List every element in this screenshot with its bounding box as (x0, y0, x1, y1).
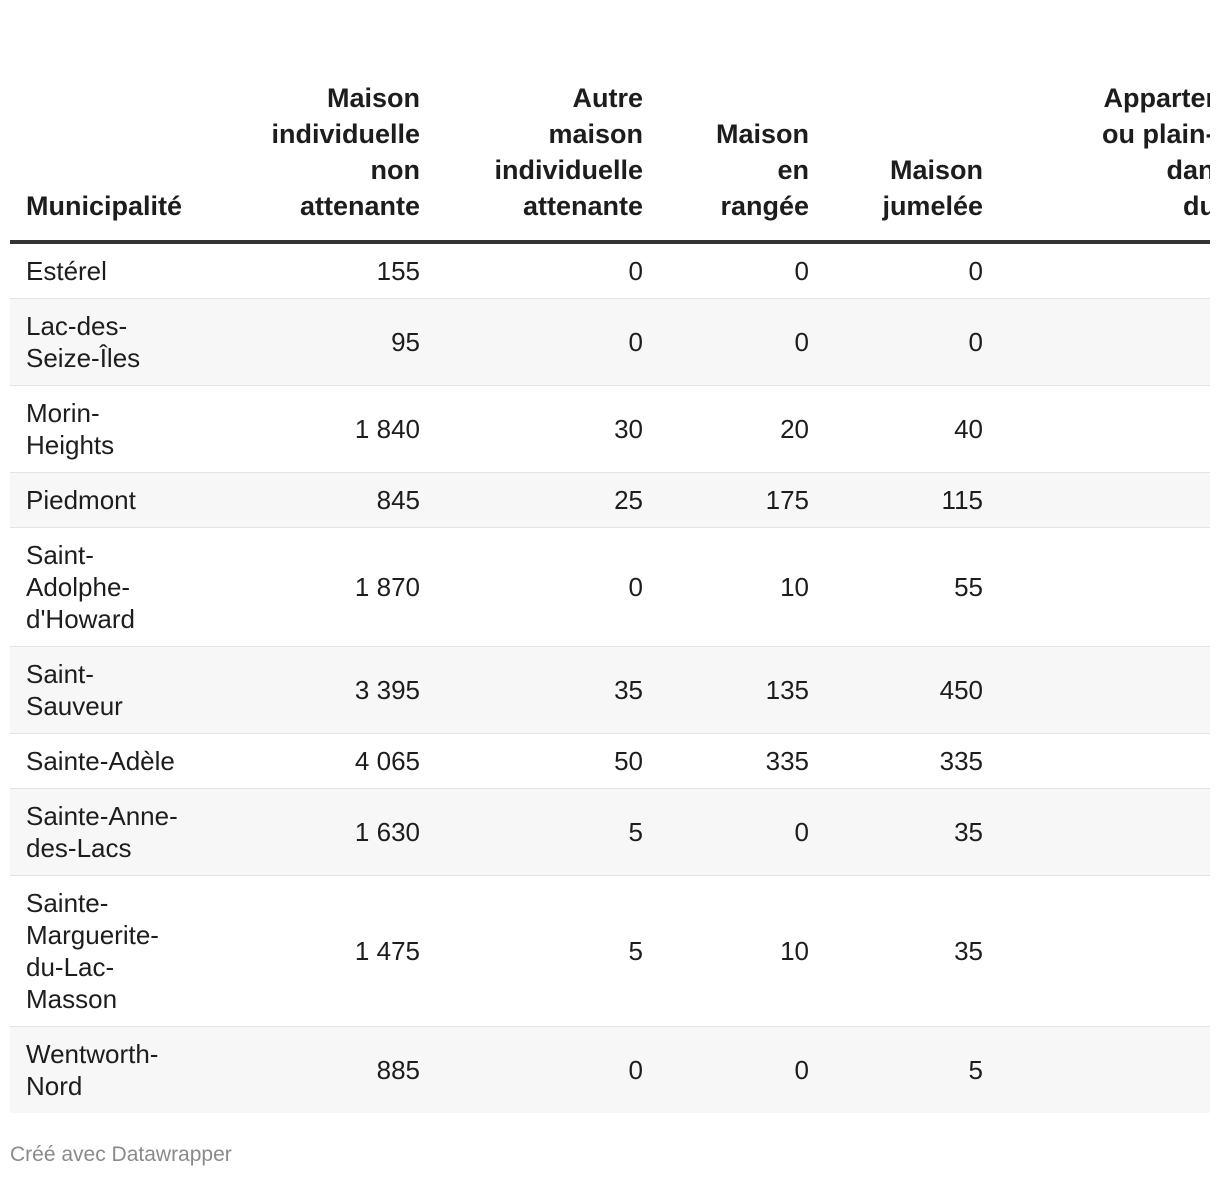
cell-value: 25 (420, 472, 643, 528)
cell-value: 1 870 (242, 527, 420, 647)
cell-value: 3 395 (242, 646, 420, 734)
cell-value: 5 (420, 788, 643, 876)
cell-municipality: Sainte-Anne- des-Lacs (10, 788, 242, 876)
cell-value: 175 (643, 472, 809, 528)
cell-value: 780 (983, 733, 1210, 789)
cell-value: 0 (643, 1026, 809, 1113)
cell-value: 35 (809, 788, 983, 876)
cell-value: 450 (809, 646, 983, 734)
cell-value (983, 1026, 1210, 1113)
table-row: Wentworth- Nord 885 0 0 5 (10, 1026, 1210, 1113)
cell-value: 35 (983, 527, 1210, 647)
cell-value: 0 (643, 298, 809, 386)
cell-value: 20 (643, 385, 809, 473)
column-header-row-house[interactable]: Maison en rangée (643, 80, 809, 244)
column-header-duplex-apartment[interactable]: Appartement ou plain-pied dans un duplex (983, 80, 1210, 244)
table-row: Sainte- Marguerite- du-Lac- Masson 1 475… (10, 875, 1210, 1027)
cell-value (983, 242, 1210, 299)
cell-value: 335 (643, 733, 809, 789)
cell-value: 10 (643, 875, 809, 1027)
cell-value: 0 (809, 298, 983, 386)
data-table-container: Municipalité Maison individuelle non att… (10, 80, 1210, 1113)
cell-value: 35 (809, 875, 983, 1027)
cell-value: 150 (983, 385, 1210, 473)
cell-value: 0 (643, 242, 809, 299)
cell-value: 95 (242, 298, 420, 386)
table-row: Sainte-Adèle 4 065 50 335 335 780 (10, 733, 1210, 789)
cell-value: 30 (420, 385, 643, 473)
cell-municipality: Sainte- Marguerite- du-Lac- Masson (10, 875, 242, 1027)
cell-municipality: Wentworth- Nord (10, 1026, 242, 1113)
cell-municipality: Saint- Adolphe- d'Howard (10, 527, 242, 647)
table-row: Estérel 155 0 0 0 (10, 242, 1210, 299)
cell-value: 0 (420, 1026, 643, 1113)
cell-value: 1 630 (242, 788, 420, 876)
cell-value: 4 065 (242, 733, 420, 789)
datawrapper-credit[interactable]: Créé avec Datawrapper (10, 1143, 232, 1166)
cell-municipality: Sainte-Adèle (10, 733, 242, 789)
cell-value: 115 (809, 472, 983, 528)
table-row: Saint- Adolphe- d'Howard 1 870 0 10 55 3… (10, 527, 1210, 647)
cell-value: 1 475 (242, 875, 420, 1027)
column-header-semi-detached[interactable]: Maison jumelée (809, 80, 983, 244)
table-row: Sainte-Anne- des-Lacs 1 630 5 0 35 100 (10, 788, 1210, 876)
cell-value: 335 (809, 733, 983, 789)
cell-value: 5 (809, 1026, 983, 1113)
cell-value: 100 (983, 875, 1210, 1027)
table-row: Morin- Heights 1 840 30 20 40 150 (10, 385, 1210, 473)
cell-value: 10 (643, 527, 809, 647)
cell-value (983, 298, 1210, 386)
cell-value: 0 (420, 527, 643, 647)
cell-value: 1 840 (242, 385, 420, 473)
cell-value: 0 (643, 788, 809, 876)
cell-value: 155 (242, 242, 420, 299)
cell-municipality: Saint- Sauveur (10, 646, 242, 734)
column-header-detached-house[interactable]: Maison individuelle non attenante (242, 80, 420, 244)
cell-value: 885 (242, 1026, 420, 1113)
cell-value: 100 (983, 788, 1210, 876)
cell-municipality: Lac-des- Seize-Îles (10, 298, 242, 386)
cell-value: 50 (420, 733, 643, 789)
cell-value: 5 (420, 875, 643, 1027)
table-row: Lac-des- Seize-Îles 95 0 0 0 (10, 298, 1210, 386)
table-row: Saint- Sauveur 3 395 35 135 450 830 (10, 646, 1210, 734)
cell-municipality: Morin- Heights (10, 385, 242, 473)
table-header-row: Municipalité Maison individuelle non att… (10, 80, 1210, 244)
cell-value: 0 (420, 242, 643, 299)
cell-value: 135 (643, 646, 809, 734)
cell-value: 0 (420, 298, 643, 386)
cell-value: 140 (983, 472, 1210, 528)
table-row: Piedmont 845 25 175 115 140 (10, 472, 1210, 528)
data-table: Municipalité Maison individuelle non att… (10, 80, 1210, 1113)
cell-value: 40 (809, 385, 983, 473)
cell-municipality: Piedmont (10, 472, 242, 528)
cell-value: 830 (983, 646, 1210, 734)
cell-value: 845 (242, 472, 420, 528)
cell-municipality: Estérel (10, 242, 242, 299)
column-header-municipality[interactable]: Municipalité (10, 80, 242, 244)
cell-value: 0 (809, 242, 983, 299)
cell-value: 35 (420, 646, 643, 734)
cell-value: 55 (809, 527, 983, 647)
column-header-attached-house[interactable]: Autre maison individuelle attenante (420, 80, 643, 244)
